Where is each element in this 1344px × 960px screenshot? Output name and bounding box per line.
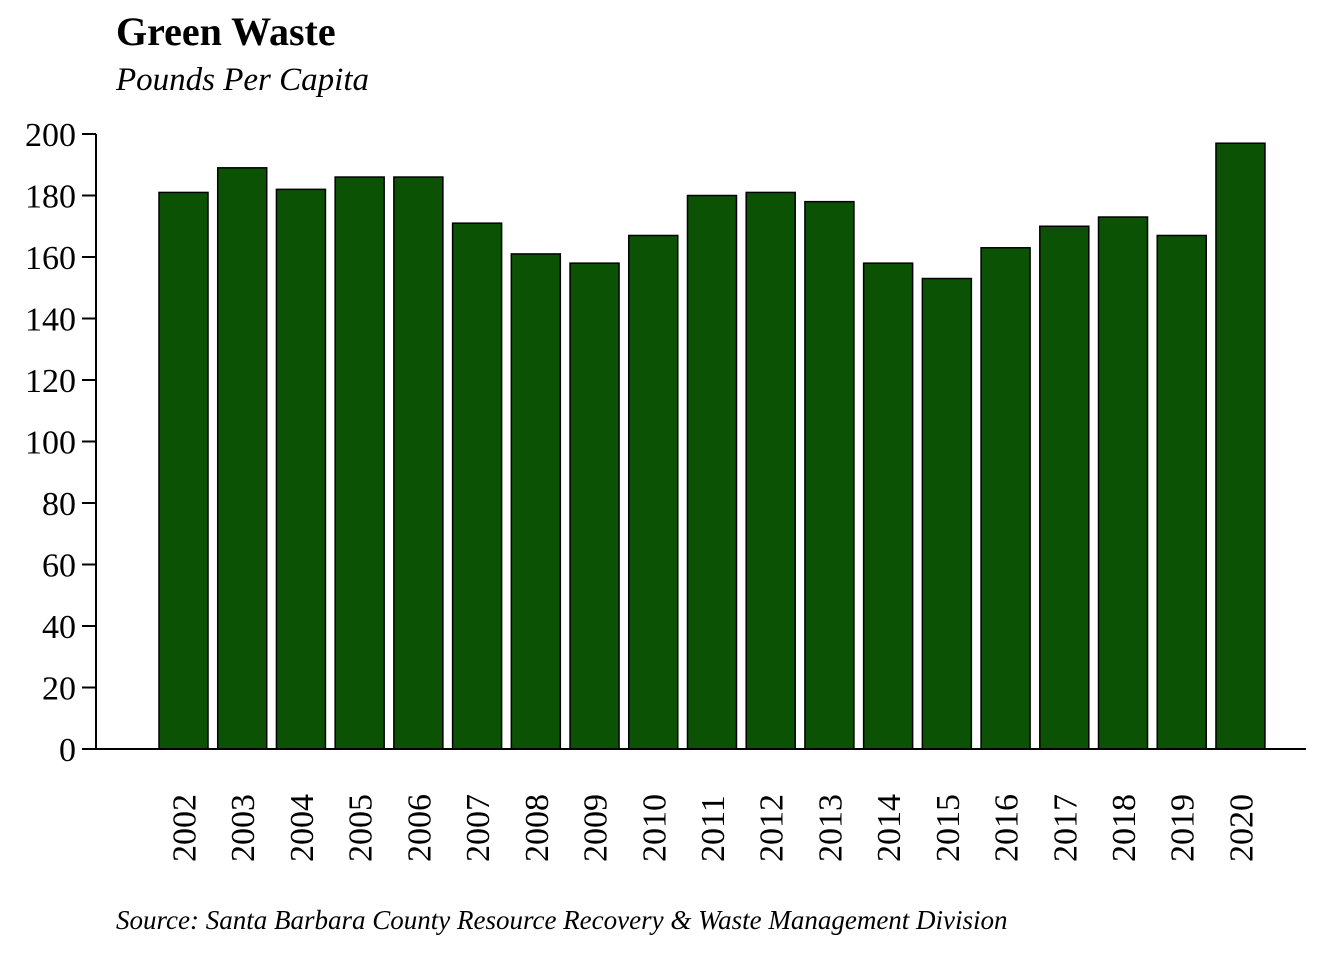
bar-2010 — [628, 234, 679, 750]
y-tick-label: 120 — [25, 363, 76, 400]
bar-2015 — [921, 277, 973, 750]
y-tick-label: 60 — [42, 548, 76, 585]
bar-2018 — [1097, 216, 1149, 750]
bars — [158, 142, 1266, 750]
bar-2019 — [1156, 234, 1207, 750]
x-tick-label: 2002 — [167, 794, 204, 862]
bar-2007 — [451, 222, 503, 750]
y-tick-label: 20 — [42, 671, 76, 708]
x-tick-label: 2010 — [636, 794, 673, 862]
x-tick-label: 2012 — [754, 794, 791, 862]
x-tick-label: 2014 — [871, 794, 908, 862]
x-tick-label: 2004 — [284, 794, 321, 862]
x-tick-label: 2009 — [578, 794, 615, 862]
bar-2011 — [686, 194, 738, 750]
x-tick-label: 2019 — [1165, 794, 1202, 862]
bar-2009 — [569, 262, 620, 750]
y-tick-label: 40 — [42, 609, 76, 646]
y-tick-label: 140 — [25, 302, 76, 339]
chart-title: Green Waste — [116, 9, 336, 54]
x-tick-label: 2008 — [519, 794, 556, 862]
chart-subtitle: Pounds Per Capita — [116, 62, 369, 98]
bar-2013 — [804, 200, 855, 750]
bar-2002 — [158, 191, 209, 750]
x-tick-label: 2018 — [1106, 794, 1143, 862]
x-tick-label: 2005 — [343, 794, 380, 862]
x-tick-label: 2020 — [1223, 794, 1260, 862]
x-tick-label: 2006 — [401, 794, 438, 862]
x-tick-label: 2016 — [989, 794, 1026, 862]
x-tick-label: 2013 — [812, 794, 849, 862]
bar-2006 — [393, 176, 444, 750]
source-note: Source: Santa Barbara County Resource Re… — [116, 905, 1008, 935]
y-tick-label: 0 — [59, 732, 76, 769]
y-tick-label: 200 — [25, 117, 76, 154]
bar-2003 — [216, 167, 268, 750]
y-tick-label: 180 — [25, 179, 76, 216]
y-tick-label: 100 — [25, 425, 76, 462]
bar-2014 — [862, 262, 914, 750]
x-tick-label: 2003 — [225, 794, 262, 862]
bar-2017 — [1039, 225, 1090, 750]
bar-2016 — [980, 247, 1031, 750]
y-tick-label: 80 — [42, 486, 76, 523]
bar-2005 — [334, 176, 385, 750]
bar-2012 — [745, 191, 796, 750]
bar-2020 — [1215, 142, 1266, 750]
x-tick-label: 2017 — [1047, 794, 1084, 862]
x-tick-label: 2011 — [695, 795, 732, 862]
bar-2008 — [510, 253, 562, 750]
bar-2004 — [275, 188, 327, 750]
y-tick-label: 160 — [25, 240, 76, 277]
x-tick-label: 2007 — [460, 794, 497, 862]
x-axis: 2002 2003 2004 2005 2006 2007 2008 2009 2010 2011… — [96, 748, 1306, 862]
x-tick-label: 2015 — [930, 794, 967, 862]
y-axis: 0 20 40 60 80 100 120 140 160 180 200 — [25, 117, 97, 769]
